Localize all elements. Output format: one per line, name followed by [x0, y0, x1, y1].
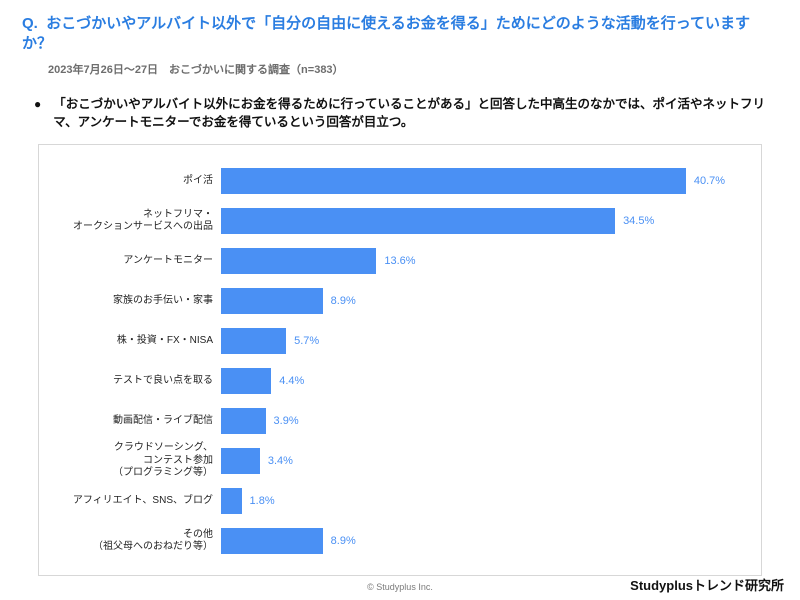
chart-bar [221, 288, 323, 314]
chart-row-label: アンケートモニター [49, 255, 221, 268]
chart-bar-value: 3.9% [266, 408, 299, 434]
chart-row: 株・投資・FX・NISA 5.7% [49, 323, 735, 359]
chart-bar [221, 208, 615, 234]
chart-bar-track: 34.5% [221, 208, 735, 234]
chart-row-label: 家族のお手伝い・家事 [49, 295, 221, 308]
chart-row-label: テストで良い点を取る [49, 375, 221, 388]
chart-bar-track: 4.4% [221, 368, 735, 394]
chart-bar-value: 13.6% [376, 248, 415, 274]
chart-bar-value: 1.8% [242, 488, 275, 514]
chart-row: その他（祖父母へのおねだり等） 8.9% [49, 523, 735, 559]
chart-bar [221, 168, 686, 194]
chart-row: 動画配信・ライブ配信 3.9% [49, 403, 735, 439]
chart-bar-value: 3.4% [260, 448, 293, 474]
chart-row-label: アフィリエイト、SNS、ブログ [49, 495, 221, 508]
chart-bar [221, 488, 242, 514]
chart-bar-value: 40.7% [686, 168, 725, 194]
footer-brand: Studyplusトレンド研究所 [630, 575, 784, 594]
chart-row: 家族のお手伝い・家事 8.9% [49, 283, 735, 319]
chart-row: アンケートモニター 13.6% [49, 243, 735, 279]
chart-bar [221, 528, 323, 554]
chart-row-label: クラウドソーシング、コンテスト参加（プログラミング等） [49, 442, 221, 480]
chart-row-label: 動画配信・ライブ配信 [49, 415, 221, 428]
insight-bullet-block: ● 「おこづかいやアルバイト以外にお金を得るために行っていることがある」と回答し… [0, 81, 800, 141]
chart-row-label: ポイ活 [49, 175, 221, 188]
chart-bar-track: 8.9% [221, 528, 735, 554]
chart-bar-track: 3.9% [221, 408, 735, 434]
question-text: おこづかいやアルバイト以外で「自分の自由に使えるお金を得る」ためにどのような活動… [22, 15, 750, 52]
chart-row-label: その他（祖父母へのおねだり等） [49, 529, 221, 554]
chart-row-label: ネットフリマ・オークションサービスへの出品 [49, 209, 221, 234]
question-title: Q. おこづかいやアルバイト以外で「自分の自由に使えるお金を得る」ためにどのよう… [0, 0, 800, 81]
chart-bar-track: 1.8% [221, 488, 735, 514]
chart-bar-value: 8.9% [323, 528, 356, 554]
chart-row: クラウドソーシング、コンテスト参加（プログラミング等） 3.4% [49, 443, 735, 479]
chart-bar-value: 34.5% [615, 208, 654, 234]
chart-bar-value: 5.7% [286, 328, 319, 354]
chart-bar [221, 368, 271, 394]
chart-row-label: 株・投資・FX・NISA [49, 335, 221, 348]
chart-bar-track: 13.6% [221, 248, 735, 274]
chart-bar-track: 40.7% [221, 168, 735, 194]
survey-subtitle: 2023年7月26日〜27日 おこづかいに関する調査（n=383） [22, 55, 778, 77]
insight-text: 「おこづかいやアルバイト以外にお金を得るために行っていることがある」と回答した中… [53, 95, 766, 133]
question-prefix: Q. [22, 15, 38, 32]
chart-bar [221, 448, 260, 474]
chart-bar [221, 248, 376, 274]
chart-bar-track: 8.9% [221, 288, 735, 314]
bullet-marker: ● [34, 95, 41, 113]
chart-bar-track: 5.7% [221, 328, 735, 354]
bar-chart: ポイ活 40.7% ネットフリマ・オークションサービスへの出品 34.5% アンケートモ… [38, 144, 762, 576]
chart-row: テストで良い点を取る 4.4% [49, 363, 735, 399]
chart-row: アフィリエイト、SNS、ブログ 1.8% [49, 483, 735, 519]
chart-bar-track: 3.4% [221, 448, 735, 474]
chart-row: ポイ活 40.7% [49, 163, 735, 199]
chart-row: ネットフリマ・オークションサービスへの出品 34.5% [49, 203, 735, 239]
chart-bar-value: 8.9% [323, 288, 356, 314]
chart-bar [221, 408, 266, 434]
chart-bar-value: 4.4% [271, 368, 304, 394]
chart-bar [221, 328, 286, 354]
